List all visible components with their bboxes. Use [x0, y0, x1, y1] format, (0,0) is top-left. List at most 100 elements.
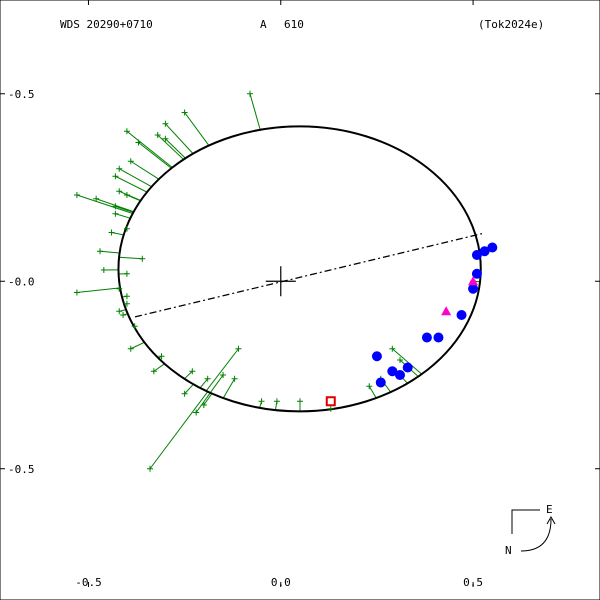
residual-line [184, 383, 194, 395]
observation-plus [112, 173, 119, 180]
residual-line [149, 391, 209, 470]
compass-north-label: N [505, 544, 512, 557]
observation-circle [421, 332, 432, 343]
observation-plus [123, 192, 130, 198]
header-center-b: 610 [284, 18, 304, 31]
observation-plus [150, 368, 157, 375]
observation-plus [220, 372, 227, 378]
observation-plus [123, 270, 130, 277]
observation-plus [73, 289, 80, 296]
observation-circle [387, 366, 398, 377]
observation-plus [120, 312, 127, 318]
residual-line [126, 130, 173, 168]
observation-plus [116, 165, 123, 172]
observation-plus [181, 109, 188, 116]
observation-plus [116, 285, 123, 292]
observation-plus [189, 368, 196, 375]
observation-plus [397, 357, 403, 363]
observation-plus [162, 135, 169, 142]
residual-line [118, 168, 152, 188]
residual-line [157, 134, 184, 160]
compass-arrow-icon [546, 515, 556, 525]
observation-plus [131, 323, 138, 330]
observation-circle [402, 362, 413, 373]
observation-plus [139, 255, 146, 262]
residual-line [126, 194, 141, 202]
residual-line [115, 213, 131, 219]
observation-plus [389, 345, 396, 352]
observation-plus [100, 267, 107, 273]
residual-line [391, 348, 423, 375]
residual-line [209, 374, 224, 394]
compass-arc [520, 518, 552, 552]
orbit-ellipse [117, 125, 482, 413]
observation-plus [112, 203, 119, 210]
observation-plus [123, 128, 130, 135]
observation-markers [73, 90, 498, 472]
residual-line [76, 194, 133, 214]
observation-plus [73, 192, 80, 198]
observation-plus [231, 375, 238, 382]
compass-frame [511, 509, 540, 534]
residual-line [153, 363, 165, 372]
x-tick-label: 0.0 [271, 576, 291, 589]
observation-plus [193, 409, 200, 416]
observation-plus [297, 398, 303, 405]
observation-plus [258, 398, 265, 405]
residual-line [184, 370, 193, 380]
y-tick-label: -0.5 [8, 463, 35, 476]
residual-line [203, 393, 213, 406]
observation-plus [158, 353, 165, 360]
observation-plus [112, 210, 119, 217]
orbit-layer [117, 125, 483, 413]
observation-plus [127, 158, 134, 165]
header-center-a: A [260, 18, 267, 31]
observation-triangle [468, 276, 479, 286]
observation-plus [116, 188, 123, 195]
observation-circle [371, 351, 382, 362]
residual-line [195, 392, 211, 413]
x-tick-label: -0.5 [75, 576, 102, 589]
observation-circle [456, 310, 467, 320]
residual-line [115, 175, 148, 193]
observation-circle [395, 370, 405, 380]
residual-line [165, 138, 186, 159]
compass-east-label: E [546, 503, 553, 516]
observation-plus [200, 402, 207, 408]
compass-rose: E N [505, 503, 556, 557]
observation-circle [471, 250, 482, 260]
y-tick-label: -0.0 [8, 275, 35, 288]
observation-square [325, 396, 336, 407]
residual-line [249, 93, 261, 130]
observation-circle [433, 332, 444, 343]
header-left: WDS 20290+0710 [60, 18, 153, 31]
residual-line [99, 250, 120, 254]
observation-plus [366, 383, 373, 390]
observation-plus [204, 375, 211, 382]
residual-line [368, 385, 377, 399]
y-tick-label: -0.5 [8, 88, 35, 101]
residual-line [130, 341, 145, 350]
observation-plus [123, 300, 130, 307]
observation-plus [154, 132, 161, 138]
residual-line [184, 112, 210, 146]
observation-plus [127, 345, 134, 352]
residual-line [165, 123, 194, 154]
observation-plus [273, 398, 280, 405]
observation-plus [162, 120, 169, 127]
observation-plus [108, 229, 115, 236]
residual-line [119, 256, 143, 260]
observation-plus [123, 293, 130, 300]
observation-plus [247, 90, 253, 97]
residual-line [222, 378, 236, 399]
residual-line [130, 160, 160, 180]
observation-plus [135, 139, 142, 146]
x-tick-label: 0.5 [463, 576, 483, 589]
observation-circle [479, 246, 490, 257]
observation-plus [123, 225, 130, 232]
residual-line [205, 348, 239, 392]
observation-circle [487, 242, 498, 253]
